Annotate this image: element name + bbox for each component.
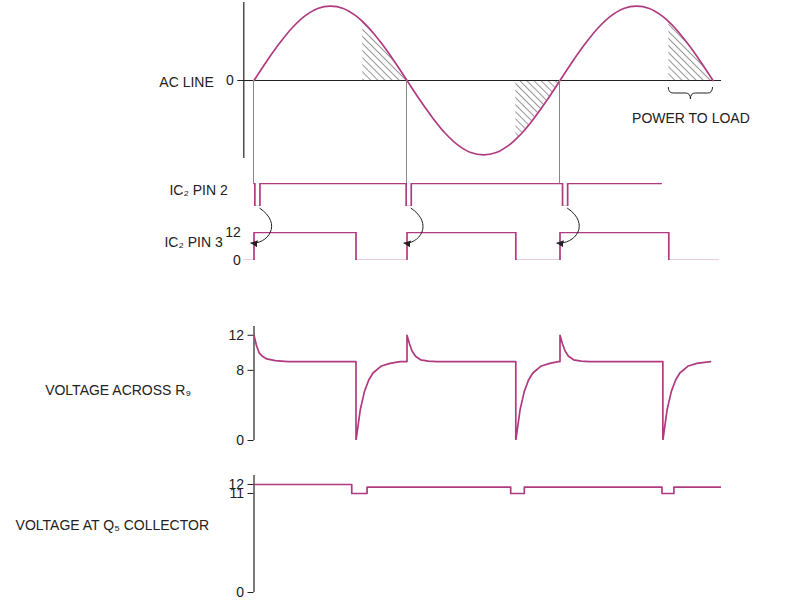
svg-text:11: 11 bbox=[229, 485, 244, 501]
svg-text:IC₂ PIN 3: IC₂ PIN 3 bbox=[164, 234, 223, 250]
svg-text:AC LINE: AC LINE bbox=[159, 74, 213, 90]
svg-text:8: 8 bbox=[236, 362, 244, 378]
svg-text:12: 12 bbox=[225, 224, 241, 240]
svg-text:0: 0 bbox=[226, 72, 234, 88]
svg-text:0: 0 bbox=[233, 252, 241, 268]
svg-text:12: 12 bbox=[228, 327, 244, 343]
svg-text:VOLTAGE ACROSS R₉: VOLTAGE ACROSS R₉ bbox=[45, 382, 191, 398]
svg-text:0: 0 bbox=[236, 432, 244, 448]
svg-text:IC₂ PIN 2: IC₂ PIN 2 bbox=[169, 182, 228, 198]
svg-text:VOLTAGE AT Q₅ COLLECTOR: VOLTAGE AT Q₅ COLLECTOR bbox=[16, 517, 209, 533]
svg-text:POWER TO LOAD: POWER TO LOAD bbox=[632, 110, 750, 126]
svg-text:0: 0 bbox=[236, 584, 244, 600]
svg-text:12: 12 bbox=[228, 476, 244, 492]
